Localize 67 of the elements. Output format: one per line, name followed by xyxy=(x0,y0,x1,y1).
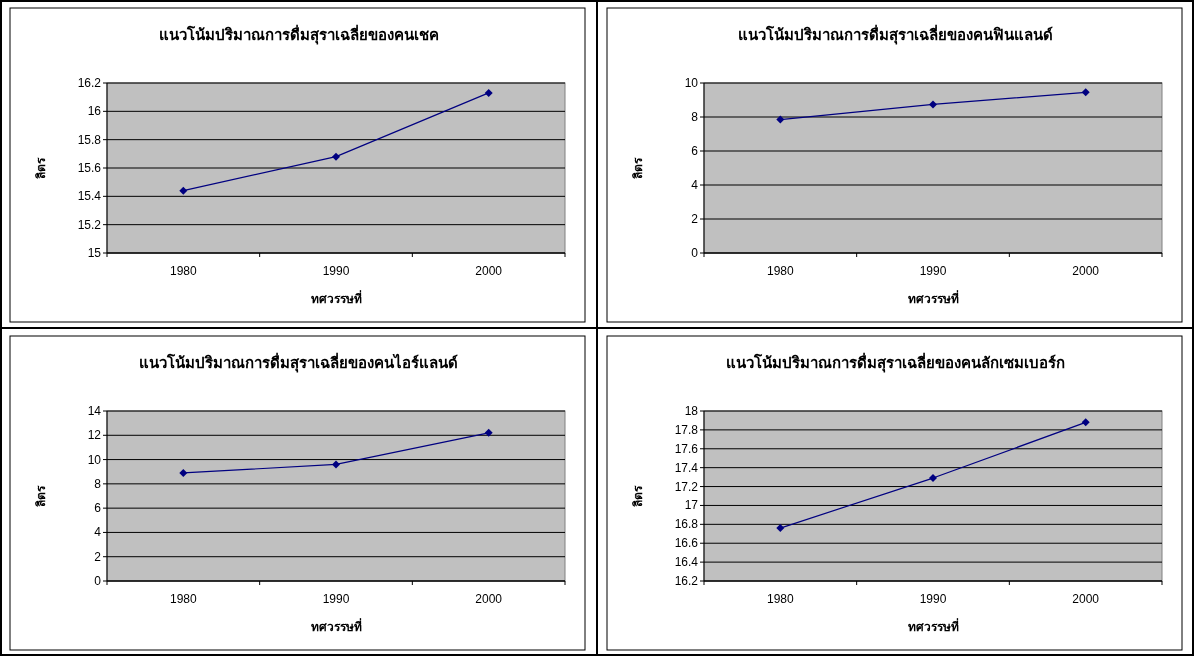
x-axis-title: ทศวรรษที่ xyxy=(907,290,959,306)
y-tick-label: 17.6 xyxy=(674,441,699,456)
chart-title: แนวโน้มปริมาณการดื่มสุราเฉลี่ยของคนเชค xyxy=(158,24,439,45)
y-tick-label: 0 xyxy=(94,574,102,588)
point xyxy=(929,100,937,109)
point xyxy=(484,88,493,97)
point xyxy=(1081,418,1090,427)
chart-title: แนวโน้มปริมาณการดื่มสุราเฉลี่ยของคนฟินแลนด์ xyxy=(738,24,1053,45)
x-tick-label: 1980 xyxy=(766,592,794,606)
y-tick-label: 16.6 xyxy=(674,536,699,551)
y-tick-label: 16.2 xyxy=(674,574,699,588)
point xyxy=(776,115,785,124)
y-tick-label: 17.2 xyxy=(674,479,699,494)
point xyxy=(484,428,493,437)
y-tick-label: 15.2 xyxy=(77,217,102,232)
x-tick-label: 2000 xyxy=(475,592,503,606)
x-tick-label: 1990 xyxy=(322,264,350,278)
x-tick-label: 1980 xyxy=(169,264,197,278)
y-tick-label: 4 xyxy=(94,525,102,540)
y-axis-title: ลิตร xyxy=(34,484,48,507)
y-axis-title: ลิตร xyxy=(631,484,645,507)
x-axis-title: ทศวรรษที่ xyxy=(907,618,959,634)
y-tick-label: 15.8 xyxy=(77,132,102,147)
y-tick-label: 16 xyxy=(87,104,102,119)
y-tick-label: 2 xyxy=(94,549,102,564)
y-tick-label: 14 xyxy=(87,404,102,418)
y-tick-label: 0 xyxy=(691,246,699,260)
x-tick-label: 1990 xyxy=(919,592,947,606)
point xyxy=(1081,88,1090,97)
chart-title: แนวโน้มปริมาณการดื่มสุราเฉลี่ยของคนลักเซมเบอร์ก xyxy=(726,352,1065,373)
y-axis-title: ลิตร xyxy=(631,156,645,179)
x-tick-label: 1980 xyxy=(766,264,794,278)
x-axis-title: ทศวรรษที่ xyxy=(310,618,362,634)
y-tick-label: 4 xyxy=(691,178,699,192)
point xyxy=(179,468,188,477)
y-tick-label: 10 xyxy=(684,76,699,90)
y-tick-label: 15.4 xyxy=(77,189,102,204)
x-tick-label: 1990 xyxy=(322,592,350,606)
y-tick-label: 8 xyxy=(691,110,699,124)
y-tick-label: 15 xyxy=(87,246,102,260)
y-tick-label: 2 xyxy=(691,212,699,226)
y-tick-label: 15.6 xyxy=(77,161,102,175)
x-tick-label: 2000 xyxy=(1072,592,1100,606)
x-axis-title: ทศวรรษที่ xyxy=(310,290,362,306)
point xyxy=(332,460,340,469)
point xyxy=(332,152,340,161)
x-tick-label: 1990 xyxy=(919,264,947,278)
y-axis-title: ลิตร xyxy=(34,156,48,179)
y-tick-label: 6 xyxy=(691,144,699,158)
y-tick-label: 17 xyxy=(684,498,699,513)
y-tick-label: 17.4 xyxy=(674,460,699,475)
x-tick-label: 1980 xyxy=(169,592,197,606)
y-tick-label: 16.8 xyxy=(674,517,699,532)
point xyxy=(179,186,188,195)
x-tick-label: 2000 xyxy=(475,264,503,278)
chart-title: แนวโน้มปริมาณการดื่มสุราเฉลี่ยของคนไอร์แลนด์ xyxy=(139,352,458,373)
y-tick-label: 16.4 xyxy=(674,555,699,570)
x-tick-label: 2000 xyxy=(1072,264,1100,278)
y-tick-label: 18 xyxy=(684,404,699,418)
y-tick-label: 16.2 xyxy=(77,76,102,90)
y-tick-label: 12 xyxy=(87,428,102,443)
y-tick-label: 6 xyxy=(94,501,102,516)
y-tick-label: 17.8 xyxy=(674,422,699,437)
point xyxy=(776,524,785,533)
y-tick-label: 10 xyxy=(87,452,102,467)
point xyxy=(929,474,937,483)
y-tick-label: 8 xyxy=(94,476,102,491)
